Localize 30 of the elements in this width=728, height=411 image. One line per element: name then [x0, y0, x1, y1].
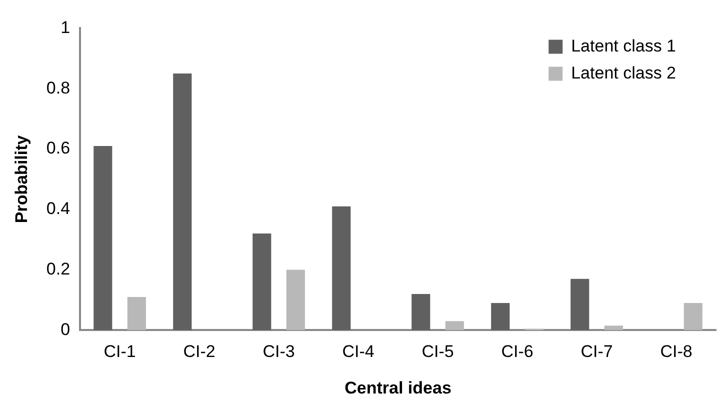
bar	[94, 146, 112, 330]
bar	[491, 303, 510, 330]
y-tick-label: 0.8	[46, 78, 70, 98]
bar	[332, 206, 351, 330]
legend-label: Latent class 1	[571, 36, 676, 56]
bar	[445, 321, 464, 330]
bar	[684, 303, 702, 330]
x-tick-label: CI-7	[580, 342, 613, 362]
y-axis-title: Probability	[12, 134, 31, 224]
y-tick-label: 0.4	[46, 199, 70, 218]
bar	[286, 270, 305, 330]
x-axis-title: Central ideas	[344, 378, 452, 398]
bar	[173, 74, 192, 330]
bar	[412, 294, 430, 330]
bar	[604, 326, 623, 330]
bar	[127, 296, 146, 330]
legend-label: Latent class 2	[571, 63, 676, 82]
x-tick-label: CI-5	[422, 342, 454, 362]
y-tick-label: 0.2	[46, 259, 70, 278]
y-tick-label: 1	[60, 18, 70, 37]
x-tick-label: CI-6	[501, 342, 534, 362]
x-tick-label: CI-4	[342, 342, 374, 362]
x-tick-label: CI-8	[660, 342, 692, 362]
x-tick-label: CI-1	[104, 342, 136, 362]
x-tick-label: CI-3	[262, 342, 295, 362]
y-tick-label: 0	[60, 320, 70, 339]
x-tick-label: CI-2	[183, 342, 216, 362]
y-tick-label: 0.6	[46, 138, 70, 158]
bar	[570, 278, 590, 330]
bar	[252, 234, 272, 330]
